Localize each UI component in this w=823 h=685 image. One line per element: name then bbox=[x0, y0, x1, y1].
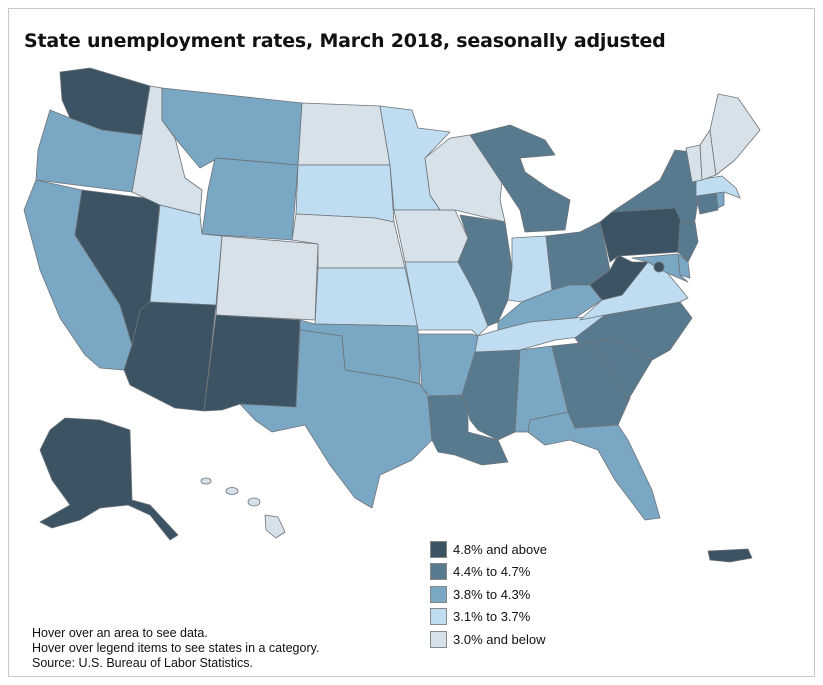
state-NY[interactable] bbox=[611, 149, 699, 233]
state-MI[interactable] bbox=[469, 124, 571, 233]
state-ME[interactable] bbox=[709, 93, 761, 176]
state-TX[interactable] bbox=[239, 329, 433, 509]
legend-label: 4.8% and above bbox=[453, 541, 547, 557]
legend-item[interactable]: 3.1% to 3.7% bbox=[430, 606, 547, 629]
state-IA[interactable] bbox=[393, 209, 469, 263]
map-title: State unemployment rates, March 2018, se… bbox=[24, 30, 666, 52]
source-note: Source: U.S. Bureau of Labor Statistics. bbox=[32, 656, 253, 670]
map-notes: Hover over an area to see data. Hover ov… bbox=[32, 626, 319, 671]
legend-item[interactable]: 3.8% to 4.3% bbox=[430, 583, 547, 606]
state-MT[interactable] bbox=[161, 87, 303, 169]
state-SD[interactable] bbox=[295, 164, 395, 223]
state-IN[interactable] bbox=[507, 235, 553, 303]
legend-label: 3.8% to 4.3% bbox=[453, 586, 531, 602]
legend-item[interactable]: 4.4% to 4.7% bbox=[430, 561, 547, 584]
hover-area-note: Hover over an area to see data. bbox=[32, 626, 208, 640]
hover-legend-note: Hover over legend items to see states in… bbox=[32, 641, 320, 655]
legend-item[interactable]: 4.8% and above bbox=[430, 538, 547, 561]
state-PA[interactable] bbox=[599, 207, 686, 263]
legend-swatch bbox=[430, 540, 447, 558]
state-NJ[interactable] bbox=[677, 221, 699, 263]
state-HI[interactable] bbox=[200, 477, 286, 539]
state-FL[interactable] bbox=[527, 411, 661, 521]
state-AK[interactable] bbox=[39, 417, 179, 541]
legend-label: 4.4% to 4.7% bbox=[453, 564, 531, 580]
state-DC[interactable] bbox=[653, 261, 665, 273]
map-legend: 4.8% and above 4.4% to 4.7% 3.8% to 4.3%… bbox=[430, 538, 547, 651]
legend-swatch bbox=[430, 563, 447, 581]
state-AZ[interactable] bbox=[123, 301, 217, 412]
state-PR[interactable] bbox=[707, 548, 753, 563]
legend-swatch bbox=[430, 585, 447, 603]
state-MA[interactable] bbox=[695, 175, 741, 199]
state-WV[interactable] bbox=[589, 254, 649, 301]
legend-swatch bbox=[430, 608, 447, 626]
legend-item[interactable]: 3.0% and below bbox=[430, 628, 547, 651]
legend-label: 3.0% and below bbox=[453, 631, 546, 647]
state-WY[interactable] bbox=[201, 157, 299, 241]
state-ND[interactable] bbox=[297, 102, 391, 166]
legend-label: 3.1% to 3.7% bbox=[453, 609, 531, 625]
legend-swatch bbox=[430, 630, 447, 648]
state-CO[interactable] bbox=[215, 235, 319, 321]
state-NM[interactable] bbox=[203, 314, 301, 412]
state-IL[interactable] bbox=[457, 214, 513, 327]
state-KS[interactable] bbox=[314, 267, 419, 327]
